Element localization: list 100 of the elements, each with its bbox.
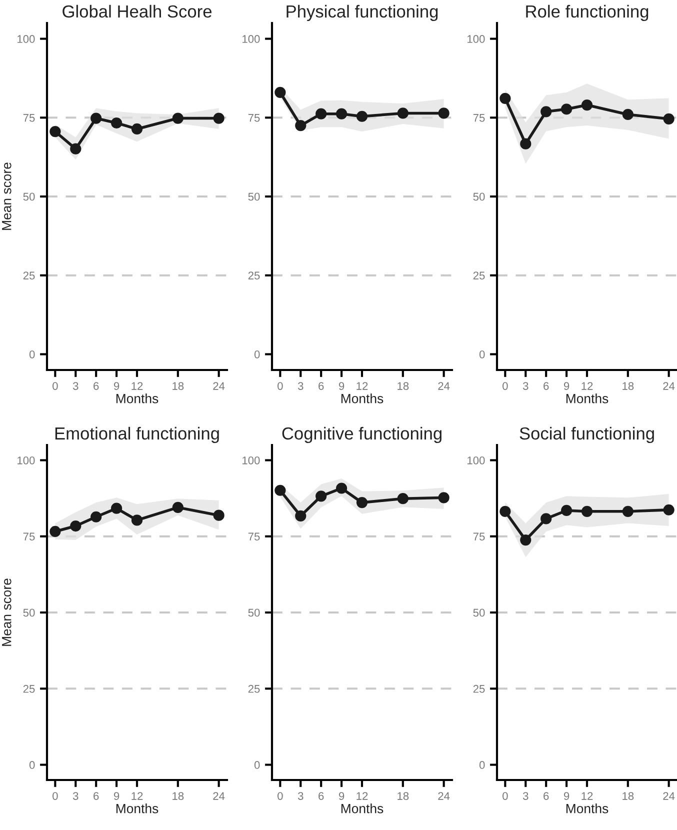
x-tick-label: 6 <box>94 382 99 390</box>
point <box>500 92 511 104</box>
y-tick-label: 25 <box>23 684 35 693</box>
point <box>622 108 634 120</box>
y-tick-label: 50 <box>473 608 485 617</box>
y-tick-label: 75 <box>248 114 260 122</box>
point <box>560 504 572 516</box>
point <box>560 104 572 115</box>
x-tick-label: 9 <box>114 382 120 390</box>
x-tick-label: 18 <box>622 792 634 800</box>
y-tick-label: 75 <box>248 532 260 540</box>
y-tick-label: 50 <box>473 192 485 201</box>
y-tick-label: 25 <box>473 684 485 693</box>
x-tick-label: 24 <box>213 792 225 800</box>
point <box>438 492 450 504</box>
x-tick-label: 12 <box>356 382 368 390</box>
point <box>520 138 532 150</box>
point <box>90 511 102 522</box>
x-tick-label: 3 <box>298 382 304 390</box>
x-tick-label: 12 <box>582 382 593 390</box>
point <box>50 526 61 538</box>
point <box>316 108 327 120</box>
x-tick-label: 18 <box>398 792 409 800</box>
x-tick-label: 0 <box>278 792 283 800</box>
x-tick-label: 24 <box>663 382 675 390</box>
x-tick-label: 3 <box>72 792 78 800</box>
chart-title: Social functioning <box>520 426 654 444</box>
y-tick-label: 0 <box>479 761 485 769</box>
x-tick-label: 24 <box>663 792 675 800</box>
point <box>213 510 224 521</box>
x-tick-label: 0 <box>502 382 508 390</box>
x-tick-label: 0 <box>278 382 283 390</box>
y-tick-label: 50 <box>248 192 260 201</box>
point <box>90 112 102 124</box>
x-tick-label: 0 <box>52 792 58 800</box>
point <box>70 143 82 154</box>
point <box>500 506 511 517</box>
y-axis-title: Mean score <box>2 578 12 646</box>
x-tick-label: 9 <box>114 792 120 800</box>
y-tick-label: 75 <box>23 532 35 540</box>
point <box>540 513 552 524</box>
point <box>110 117 122 129</box>
x-tick-label: 12 <box>582 792 593 800</box>
x-tick-label: 9 <box>564 382 570 390</box>
x-tick-label: 6 <box>318 792 324 800</box>
y-tick-label: 25 <box>23 272 35 280</box>
y-tick-label: 0 <box>479 350 485 358</box>
point <box>438 108 450 119</box>
y-tick-label: 75 <box>23 114 35 122</box>
point <box>397 493 408 504</box>
y-tick-label: 25 <box>473 272 485 280</box>
point <box>295 120 306 132</box>
x-tick-label: 18 <box>172 792 184 800</box>
point <box>397 108 408 119</box>
point <box>663 113 674 124</box>
y-tick-label: 0 <box>29 350 35 358</box>
point <box>336 108 348 120</box>
x-tick-label: 12 <box>132 382 143 390</box>
point <box>213 112 224 124</box>
point <box>110 502 122 514</box>
point <box>520 534 532 546</box>
y-axis-title: Mean score <box>2 162 12 230</box>
point <box>663 504 674 516</box>
x-tick-label: 18 <box>622 382 634 390</box>
x-tick-label: 0 <box>52 382 58 390</box>
point <box>356 110 368 122</box>
x-tick-label: 24 <box>438 792 450 800</box>
chart-title: Physical functioning <box>286 4 438 22</box>
x-tick-label: 12 <box>356 792 368 800</box>
y-tick-label: 100 <box>242 456 260 464</box>
point <box>274 484 286 496</box>
x-tick-label: 12 <box>132 792 143 800</box>
y-tick-label: 75 <box>473 532 485 540</box>
x-tick-label: 9 <box>338 792 344 800</box>
x-tick-label: 9 <box>338 382 344 390</box>
x-tick-label: 18 <box>398 382 409 390</box>
point <box>50 126 61 138</box>
point <box>336 482 348 494</box>
y-tick-label: 100 <box>18 35 35 43</box>
x-tick-label: 6 <box>94 792 99 800</box>
y-tick-label: 100 <box>18 456 35 464</box>
x-tick-label: 9 <box>564 792 570 800</box>
point <box>172 502 184 513</box>
y-tick-label: 100 <box>242 35 260 43</box>
y-tick-label: 50 <box>23 192 35 201</box>
x-axis-title: Months <box>566 394 608 404</box>
chart-title: Global Healh Score <box>62 4 212 18</box>
point <box>540 106 552 118</box>
y-tick-label: 0 <box>254 761 260 769</box>
x-axis-title: Months <box>116 394 158 404</box>
point <box>172 112 184 124</box>
x-tick-label: 6 <box>318 382 324 390</box>
point <box>70 520 82 532</box>
x-tick-label: 18 <box>172 382 184 390</box>
x-axis-title: Months <box>116 804 158 814</box>
x-axis-title: Months <box>341 804 384 814</box>
point <box>356 497 368 508</box>
x-axis-title: Months <box>341 394 384 404</box>
x-tick-label: 3 <box>522 382 528 390</box>
y-tick-label: 50 <box>23 608 35 617</box>
